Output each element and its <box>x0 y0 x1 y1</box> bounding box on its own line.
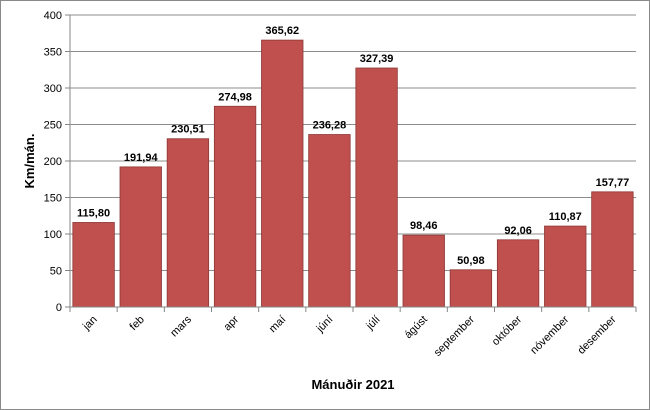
y-tick-label: 100 <box>44 229 62 241</box>
y-tick-label: 350 <box>44 47 62 59</box>
x-tick-label: október <box>490 313 525 348</box>
data-label: 157,77 <box>596 177 630 189</box>
bar-feb <box>119 166 162 308</box>
x-tick-label: mars <box>168 313 194 339</box>
y-tick-label: 0 <box>56 302 62 314</box>
x-tick-label: júní <box>314 314 336 336</box>
x-tick-label: maí <box>267 314 288 335</box>
y-tick-label: 50 <box>50 266 62 278</box>
y-axis-title: Km/mán. <box>22 134 37 189</box>
data-label: 98,46 <box>410 220 438 232</box>
x-axis-title: Mánuðir 2021 <box>311 377 394 392</box>
data-label: 236,28 <box>313 120 347 132</box>
data-label: 230,51 <box>171 124 205 136</box>
data-label: 115,80 <box>77 207 110 219</box>
x-tick-label: nóvember <box>528 313 571 356</box>
data-label: 274,98 <box>218 91 252 103</box>
gridlines <box>70 14 636 271</box>
bar-nóvember <box>544 225 587 308</box>
bar-maí <box>261 39 304 308</box>
bar-apr <box>213 105 257 308</box>
y-tick-label: 150 <box>44 193 62 205</box>
x-tick-label: ágúst <box>402 314 430 342</box>
x-tick-label: júlí <box>364 314 383 333</box>
bars <box>72 39 634 308</box>
data-label: 327,39 <box>360 53 394 65</box>
bar-desember <box>591 191 634 308</box>
y-tick-label: 400 <box>44 10 62 22</box>
bar-mars <box>166 138 210 308</box>
bar-júlí <box>355 67 398 308</box>
data-label: 365,62 <box>265 25 299 37</box>
data-label: 110,87 <box>549 211 582 223</box>
x-tick-label: apr <box>221 313 241 333</box>
data-labels: 115,80 191,94 230,51 274,98 365,62 236,28 327,… <box>77 25 629 267</box>
data-label: 92,06 <box>504 225 532 237</box>
bar-júní <box>308 134 351 308</box>
x-tick-label: jan <box>80 314 100 334</box>
x-tick-label: feb <box>128 314 147 333</box>
bar-jan <box>72 222 115 308</box>
bar-október <box>496 239 540 308</box>
data-label: 191,94 <box>124 152 159 164</box>
y-axis-ticks: 0 50 100 150 200 250 300 350 400 <box>44 10 70 314</box>
bar-ágúst <box>402 234 445 308</box>
x-axis-ticks: jan feb mars apr maí júní júlí ágúst september ok… <box>69 307 637 359</box>
y-tick-label: 200 <box>44 156 62 168</box>
y-tick-label: 250 <box>44 120 62 132</box>
y-tick-label: 300 <box>44 83 62 95</box>
x-tick-label: september <box>432 313 477 358</box>
x-tick-label: desember <box>575 313 618 356</box>
data-label: 50,98 <box>457 255 485 267</box>
bar-september <box>449 269 493 308</box>
